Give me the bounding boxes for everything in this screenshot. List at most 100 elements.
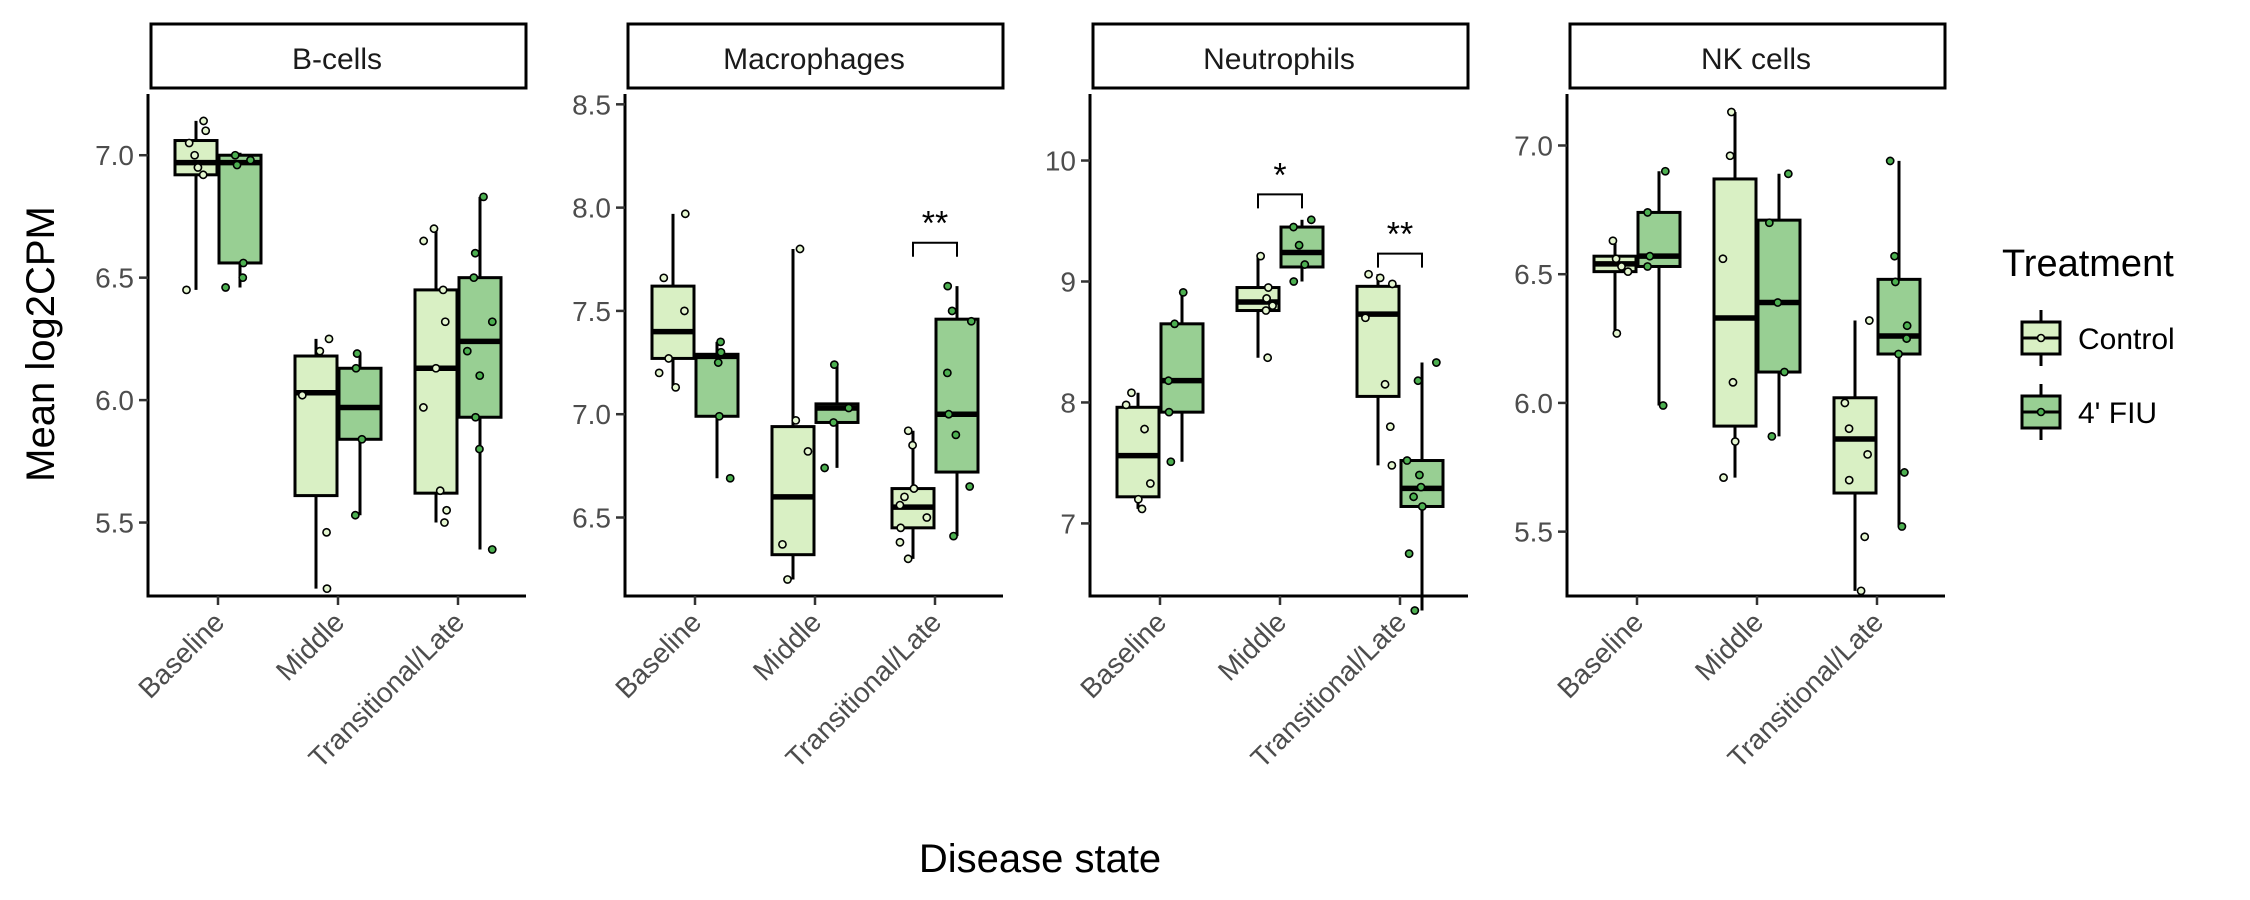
box-body xyxy=(293,354,339,498)
strip-b-cells xyxy=(149,22,528,90)
y-tick-label: 8 xyxy=(1060,387,1076,418)
data-point xyxy=(357,434,367,444)
box-baseline-control xyxy=(1115,388,1161,514)
significance-bracket-transitional-late: ** xyxy=(912,205,958,257)
significance-bracket-transitional-late: ** xyxy=(1377,216,1423,268)
box-body xyxy=(1636,210,1682,268)
data-point xyxy=(1623,267,1633,277)
data-point xyxy=(895,537,905,547)
box-baseline-control xyxy=(1592,236,1638,338)
box-body xyxy=(934,317,980,474)
data-point xyxy=(820,463,830,473)
data-point xyxy=(1300,260,1310,269)
legend-item-4fiu: 4' FIU xyxy=(2020,384,2157,440)
data-point xyxy=(1263,283,1273,292)
y-tick-label: 6.0 xyxy=(1514,388,1553,419)
box-transitional-late-4fiu xyxy=(1399,358,1445,615)
data-point xyxy=(1133,494,1143,504)
y-tick-label: 6.5 xyxy=(95,263,134,294)
data-point xyxy=(903,554,913,564)
data-point xyxy=(221,283,230,292)
data-point xyxy=(238,258,248,268)
box-transitional-late-control xyxy=(1832,316,1878,596)
data-point xyxy=(1840,398,1850,408)
data-point xyxy=(659,273,669,283)
data-point xyxy=(324,334,334,344)
data-point xyxy=(232,160,242,170)
data-point xyxy=(1360,313,1370,323)
strip-label-neutrophils: Neutrophils xyxy=(1203,43,1355,76)
data-point xyxy=(949,531,958,541)
y-tick-label: 7.0 xyxy=(95,140,134,171)
data-point xyxy=(1728,377,1738,387)
data-point xyxy=(487,545,497,554)
data-point xyxy=(1719,473,1728,482)
data-point xyxy=(1643,262,1652,271)
data-point xyxy=(1417,502,1427,511)
data-point xyxy=(1170,319,1180,329)
data-point xyxy=(943,281,953,291)
y-tick-label: 6.5 xyxy=(1514,259,1553,290)
data-point xyxy=(680,209,690,219)
data-point xyxy=(322,584,332,594)
box-middle-control xyxy=(1712,107,1758,482)
data-point xyxy=(1902,334,1912,343)
data-point xyxy=(1890,251,1899,261)
data-point xyxy=(1413,376,1423,386)
y-tick-label: 9 xyxy=(1060,266,1076,297)
data-point xyxy=(1268,301,1277,311)
data-point xyxy=(1885,156,1895,166)
legend-title: Treatment xyxy=(2002,243,2174,285)
y-tick-label: 10 xyxy=(1045,146,1076,177)
box-body xyxy=(337,366,383,441)
data-point xyxy=(1773,298,1783,307)
data-point xyxy=(246,155,255,165)
data-point xyxy=(1145,479,1155,488)
box-transitional-late-control xyxy=(413,224,459,527)
box-baseline-4fiu xyxy=(1636,166,1682,410)
box-body xyxy=(1876,277,1922,356)
data-point xyxy=(435,486,445,496)
box-baseline-control xyxy=(650,209,696,392)
y-tick-label: 5.5 xyxy=(1514,517,1553,548)
box-body xyxy=(413,288,459,495)
y-tick-label: 7.5 xyxy=(572,296,611,327)
data-point xyxy=(1645,251,1655,261)
data-point xyxy=(1137,504,1147,514)
data-point xyxy=(469,273,479,283)
data-point xyxy=(1900,468,1909,477)
data-point xyxy=(1164,407,1174,417)
box-transitional-late-control xyxy=(890,426,936,564)
data-point xyxy=(716,347,726,357)
data-point xyxy=(238,273,248,283)
data-point xyxy=(1375,273,1385,283)
data-point xyxy=(440,518,449,527)
data-point xyxy=(1860,532,1870,542)
data-point xyxy=(1409,492,1418,502)
strip-label-b-cells: B-cells xyxy=(292,43,382,76)
box-body xyxy=(1355,284,1401,398)
legend-key-4fiu-point xyxy=(2036,407,2046,417)
bracket-line xyxy=(912,241,958,257)
data-point xyxy=(896,523,906,533)
data-point xyxy=(193,163,203,172)
box-body xyxy=(650,284,696,360)
data-point xyxy=(671,382,681,392)
data-point xyxy=(442,505,452,515)
data-point xyxy=(783,575,792,584)
data-point xyxy=(431,363,441,373)
data-point xyxy=(795,244,805,254)
legend: Treatment Control 4' FIU xyxy=(2002,243,2175,440)
data-point xyxy=(1387,460,1397,470)
data-point xyxy=(1294,240,1304,250)
y-tick-label: 7.0 xyxy=(1514,130,1553,161)
box-middle-4fiu xyxy=(814,360,860,473)
data-point xyxy=(1262,294,1272,303)
y-tick-label: 8.0 xyxy=(572,193,611,224)
data-point xyxy=(462,346,472,356)
data-point xyxy=(1658,401,1668,410)
data-point xyxy=(1289,222,1298,232)
strip-label-macrophages: Macrophages xyxy=(723,43,905,76)
